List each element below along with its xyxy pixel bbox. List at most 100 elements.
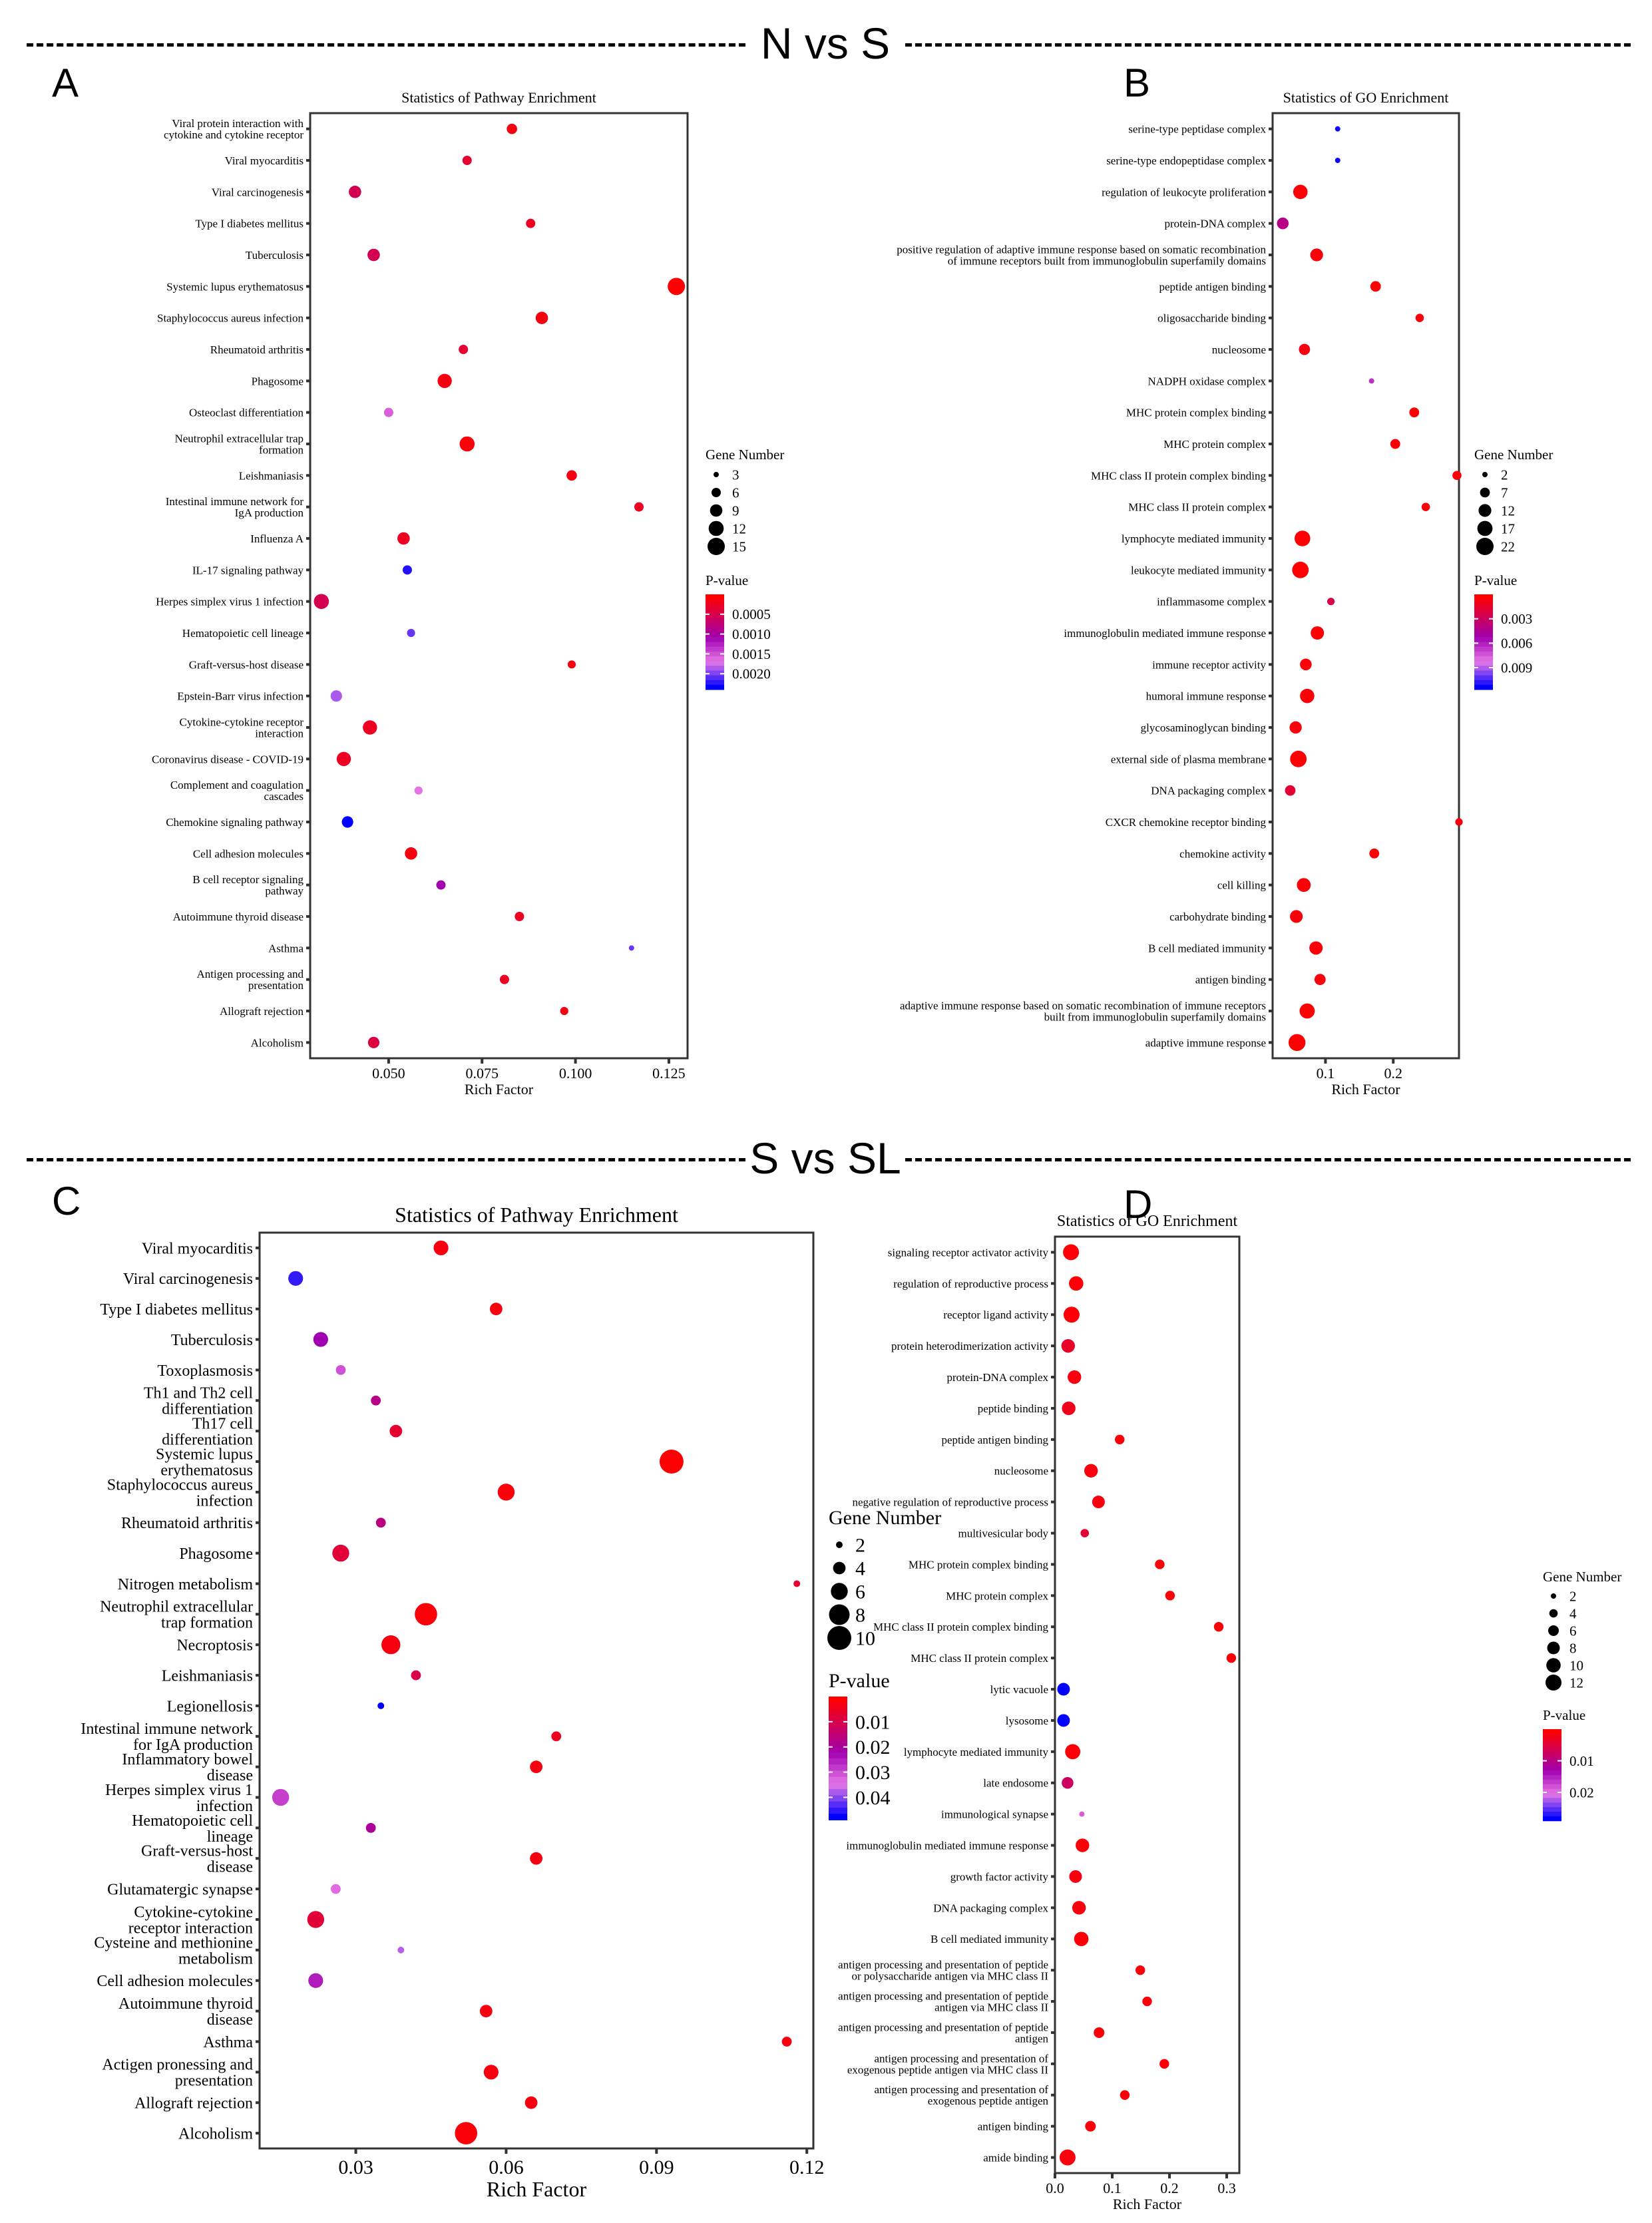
color-legend-title: P-value	[1543, 1707, 1585, 1723]
y-tick-label: Allograft rejection	[220, 1005, 304, 1018]
y-tick-label: Leishmaniasis	[162, 1667, 253, 1685]
color-legend-step	[1474, 637, 1493, 643]
color-legend-label: 0.01	[855, 1711, 891, 1733]
size-legend-label: 6	[1569, 1623, 1577, 1639]
panel-letter-b: B	[1124, 61, 1151, 105]
y-tick-label: DNA packaging complex	[1151, 785, 1266, 797]
chart-title: Statistics of GO Enrichment	[1057, 1213, 1238, 1230]
y-tick-label: Antigen processing and presentation	[196, 968, 304, 992]
data-point	[1300, 658, 1312, 671]
y-tick-label: antigen processing and presentation of ex…	[847, 2052, 1048, 2076]
color-legend-step	[1474, 594, 1493, 600]
color-legend-label: 0.04	[855, 1787, 891, 1809]
size-legend-swatch	[712, 488, 721, 497]
color-legend-step	[1543, 1807, 1561, 1812]
size-legend-label: 2	[1501, 467, 1508, 483]
data-point	[526, 218, 536, 228]
data-point	[1290, 910, 1303, 923]
color-legend-step	[829, 1789, 847, 1796]
color-legend-step	[1474, 632, 1493, 638]
color-legend-step	[1543, 1770, 1561, 1776]
color-legend-step	[1474, 661, 1493, 666]
color-legend-step	[706, 680, 724, 686]
data-point	[659, 1450, 684, 1474]
y-tick-label: MHC class II protein complex binding	[873, 1621, 1048, 1633]
data-point	[1062, 1776, 1074, 1789]
y-tick-label: antigen processing and presentation of p…	[838, 1990, 1048, 2014]
size-legend-label: 7	[1501, 485, 1508, 501]
data-point	[331, 1884, 341, 1894]
color-legend-step	[829, 1697, 847, 1703]
y-tick-label: chemokine activity	[1179, 847, 1266, 860]
color-legend-step	[706, 651, 724, 657]
y-tick-label: protein heterodimerization activity	[891, 1340, 1049, 1352]
data-point	[793, 1580, 801, 1587]
y-tick-label: positive regulation of adaptive immune r…	[897, 243, 1266, 267]
data-point	[1452, 471, 1462, 481]
data-point	[1295, 530, 1311, 546]
size-legend-swatch	[1551, 1593, 1556, 1599]
color-legend-step	[829, 1739, 847, 1746]
y-tick-label: peptide antigen binding	[1159, 280, 1266, 293]
y-tick-label: Th17 cell differentiation	[162, 1416, 253, 1449]
panel-letter-d: D	[1124, 1182, 1153, 1227]
y-tick-label: Hematopoietic cell lineage	[132, 1812, 253, 1846]
y-tick-label: carbohydrate binding	[1169, 910, 1266, 923]
x-tick-label: 0.125	[652, 1065, 686, 1082]
y-tick-label: lymphocyte mediated immunity	[1122, 532, 1267, 545]
size-legend-swatch	[831, 1583, 848, 1600]
size-legend-swatch	[710, 504, 723, 517]
data-point	[1068, 1370, 1082, 1384]
y-tick-label: peptide binding	[978, 1402, 1049, 1415]
color-legend-step	[706, 670, 724, 676]
y-tick-label: Staphylococcus aureus infection	[107, 1476, 253, 1510]
data-point	[499, 974, 509, 984]
y-tick-label: inflammasome complex	[1157, 596, 1266, 608]
y-tick-label: Neutrophil extracellular trap formation	[100, 1599, 253, 1632]
plot-frame	[1054, 1235, 1241, 2174]
y-tick-label: receptor ligand activity	[943, 1309, 1048, 1321]
data-point	[375, 1517, 386, 1528]
data-point	[405, 847, 417, 860]
data-point	[1300, 688, 1315, 704]
size-legend-label: 6	[732, 485, 739, 501]
color-legend-step	[829, 1764, 847, 1771]
y-tick-label: CXCR chemokine receptor binding	[1106, 816, 1267, 829]
data-point	[781, 2037, 792, 2047]
y-tick-label: Phagosome	[179, 1545, 253, 1563]
data-point	[407, 628, 415, 638]
y-tick-label: IL-17 signaling pathway	[192, 564, 304, 576]
y-tick-label: MHC protein complex binding	[909, 1558, 1049, 1571]
size-legend-swatch	[1476, 538, 1494, 555]
data-point	[1299, 343, 1311, 355]
data-point	[1292, 561, 1309, 578]
color-legend-step	[706, 646, 724, 652]
data-point	[1076, 1838, 1090, 1852]
y-tick-label: immune receptor activity	[1152, 658, 1266, 671]
size-legend-label: 9	[732, 503, 739, 518]
color-legend-step	[706, 632, 724, 638]
data-point	[1142, 1996, 1152, 2007]
size-legend-title: Gene Number	[829, 1507, 941, 1529]
y-tick-label: Viral carcinogenesis	[123, 1271, 253, 1288]
y-tick-label: B cell mediated immunity	[930, 1933, 1049, 1945]
x-tick-label: 0.12	[789, 2156, 825, 2178]
color-legend-step	[1474, 604, 1493, 609]
data-point	[377, 1702, 385, 1709]
size-legend-label: 17	[1501, 520, 1515, 536]
size-legend-swatch	[829, 1604, 850, 1625]
y-tick-label: peptide antigen binding	[941, 1434, 1048, 1446]
data-point	[1080, 1529, 1090, 1537]
color-legend-step	[706, 675, 724, 681]
data-point	[1063, 1307, 1080, 1323]
data-point	[1135, 1965, 1145, 1975]
color-legend-step	[1543, 1816, 1561, 1822]
data-point	[1074, 1931, 1089, 1947]
x-axis-label: Rich Factor	[465, 1081, 534, 1098]
y-tick-label: Actigen pronessing and presentation	[102, 2057, 253, 2090]
y-tick-label: MHC class II protein complex	[911, 1652, 1048, 1665]
data-point	[367, 248, 380, 262]
x-tick-label: 0.050	[372, 1065, 405, 1082]
y-tick-label: Graft-versus-host disease	[141, 1843, 253, 1876]
data-point	[389, 1424, 403, 1438]
